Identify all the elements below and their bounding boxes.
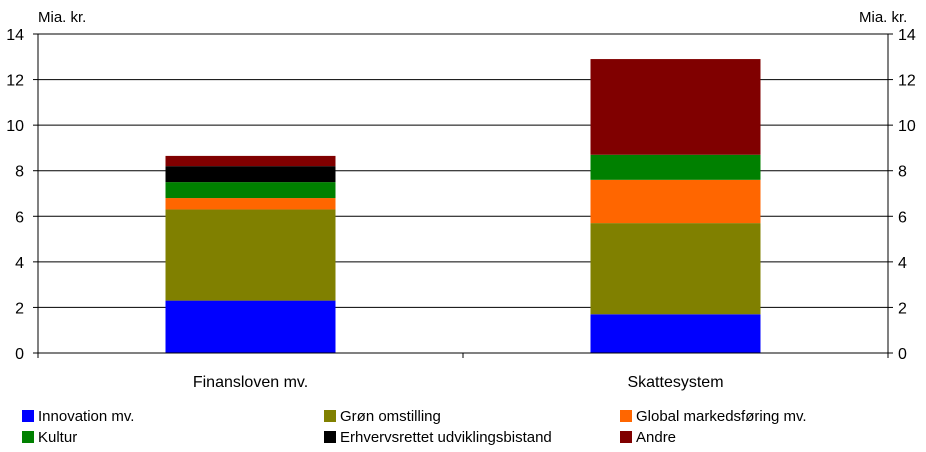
legend-label: Grøn omstilling [340, 407, 441, 425]
legend-item: Kultur [22, 427, 77, 447]
y-tick-label-left: 14 [6, 27, 24, 44]
y-tick-label-left: 6 [15, 209, 24, 226]
bar-segment [165, 198, 336, 210]
axes [33, 33, 893, 358]
bar-stacks [165, 59, 761, 353]
y-axis-left-unit: Mia. kr. [38, 9, 86, 26]
y-tick-label-right: 8 [898, 164, 907, 181]
legend-item: Innovation mv. [22, 406, 134, 426]
legend-item: Erhvervsrettet udviklingsbistand [324, 427, 552, 447]
legend-label: Innovation mv. [38, 407, 135, 425]
legend-swatch [22, 431, 34, 443]
y-tick-label-right: 0 [898, 346, 907, 363]
legend-label: Andre [636, 428, 677, 446]
legend-item: Andre [620, 427, 676, 447]
y-tick-label-left: 0 [15, 346, 24, 363]
y-tick-label-left: 8 [15, 164, 24, 181]
bar-segment [590, 154, 761, 180]
legend-label: Kultur [38, 428, 78, 446]
bar-segment [165, 182, 336, 199]
y-axis-right-unit: Mia. kr. [859, 9, 907, 26]
y-tick-label-right: 10 [898, 118, 916, 135]
y-tick-label-right: 6 [898, 209, 907, 226]
category-label: Skattesystem [627, 374, 723, 391]
legend-label: Global markedsføring mv. [636, 407, 807, 425]
bar-segment [165, 155, 336, 167]
y-tick-label-right: 12 [898, 73, 916, 90]
y-tick-label-right: 4 [898, 255, 907, 272]
legend-swatch [620, 410, 632, 422]
bar-segment [165, 209, 336, 301]
legend-swatch [324, 410, 336, 422]
legend-swatch [620, 431, 632, 443]
legend-swatch [324, 431, 336, 443]
y-tick-label-left: 4 [15, 255, 24, 272]
bar-segment [590, 223, 761, 315]
bar-segment [165, 300, 336, 353]
legend-swatch [22, 410, 34, 422]
category-label: Finansloven mv. [193, 374, 308, 391]
y-tick-label-left: 10 [6, 118, 24, 135]
category-labels: Finansloven mv. Skattesystem [193, 374, 724, 391]
legend: Innovation mv. Grøn omstilling Global mark… [22, 406, 922, 452]
legend-item: Grøn omstilling [324, 406, 441, 426]
legend-label: Erhvervsrettet udviklingsbistand [340, 428, 552, 446]
y-tick-label-right: 14 [898, 27, 916, 44]
y-tick-label-right: 2 [898, 300, 907, 317]
tick-labels: 0 0 2 2 4 4 6 6 8 8 10 10 12 12 14 14 [6, 27, 916, 363]
chart: Mia. kr. Mia. kr. 0 0 2 2 4 4 6 6 8 8 10 10 12 12 14 14… [6, 9, 916, 391]
bar-segment [590, 314, 761, 353]
y-tick-label-left: 2 [15, 300, 24, 317]
bar-segment [590, 179, 761, 224]
legend-item: Global markedsføring mv. [620, 406, 807, 426]
bar-segment [165, 166, 336, 183]
y-tick-label-left: 12 [6, 73, 24, 90]
bar-segment [590, 59, 761, 155]
